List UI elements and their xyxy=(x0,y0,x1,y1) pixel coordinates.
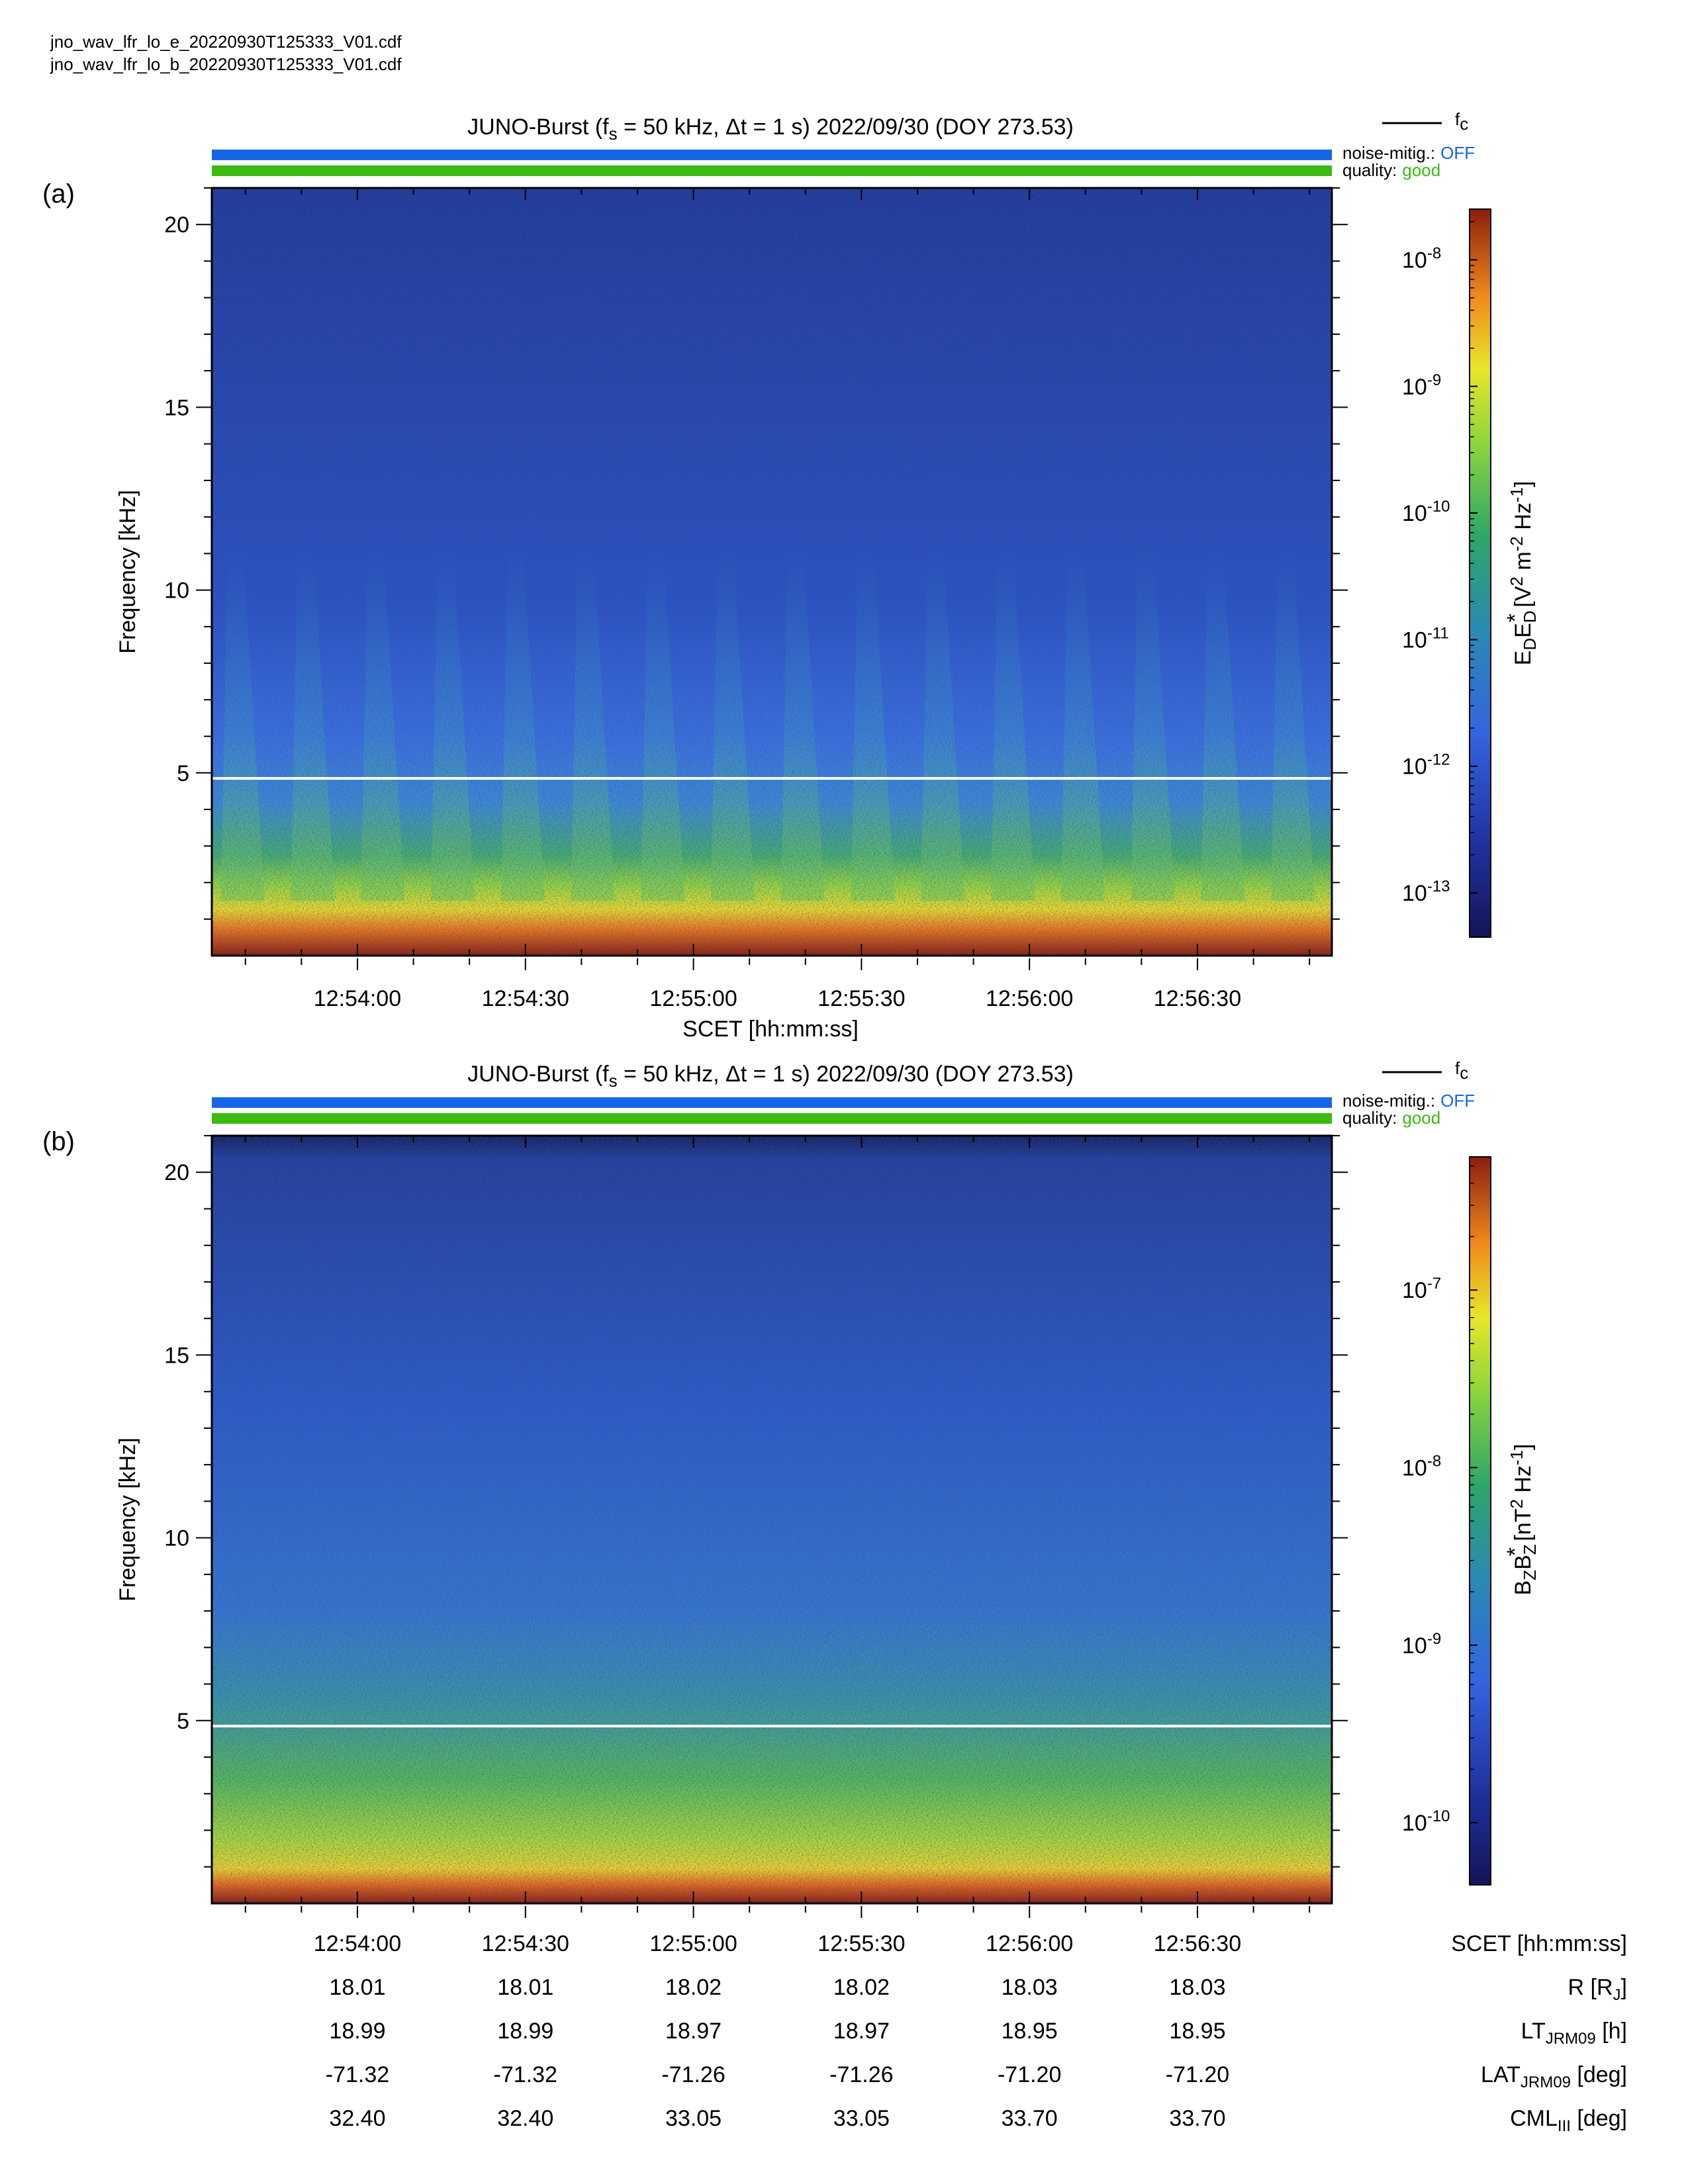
ephemeris-value: 32.40 xyxy=(329,2106,385,2131)
ephemeris-value: 18.97 xyxy=(665,2019,722,2044)
y-tick-label: 15 xyxy=(164,1343,189,1368)
quality-bar-b xyxy=(212,1113,1332,1124)
ephemeris-row-label: R [RJ] xyxy=(1568,1975,1627,2004)
x-tick-label: 12:55:00 xyxy=(649,986,737,1011)
ephemeris-value: -71.32 xyxy=(494,2062,557,2087)
colorbar-b: 10-7 10-8 10-9 10-10 BZBZ* [nT2 Hz-1] xyxy=(1402,1156,1540,1886)
colorbar-tick-label: 10-7 xyxy=(1402,1275,1441,1303)
ephemeris-value: 18.97 xyxy=(833,2019,890,2044)
fc-legend-label-a: fc xyxy=(1455,109,1468,134)
y-tick-label: 5 xyxy=(177,1709,189,1734)
panel-b-title: JUNO-Burst (fs = 50 kHz, Δt = 1 s) 2022/… xyxy=(467,1062,1074,1091)
colorbar-tick-label: 10-10 xyxy=(1402,1807,1450,1836)
ephemeris-value: 12:55:30 xyxy=(818,1931,905,1956)
colorbar-tick-label: 10-13 xyxy=(1402,878,1450,906)
noise-mitig-label-a: noise-mitig.: OFF xyxy=(1342,143,1475,163)
ephemeris-value: 33.05 xyxy=(665,2106,722,2131)
ephemeris-value: 12:54:00 xyxy=(314,1931,401,1956)
noise-mitig-bar-a xyxy=(212,150,1332,160)
panel-label-b: (b) xyxy=(42,1127,75,1156)
y-axis-label-b: Frequency [kHz] xyxy=(115,1437,140,1602)
x-tick-label: 12:56:30 xyxy=(1154,986,1241,1011)
ephemeris-value: 33.05 xyxy=(833,2106,890,2131)
colorbar-tick-label: 10-11 xyxy=(1402,624,1449,653)
colorbar-tick-label: 10-9 xyxy=(1402,371,1441,400)
noise-mitig-label-b: noise-mitig.: OFF xyxy=(1342,1091,1475,1111)
ephemeris-value: 18.02 xyxy=(833,1975,890,2000)
panel-b: (b) JUNO-Burst (fs = 50 kHz, Δt = 1 s) 2… xyxy=(42,1058,1540,1918)
colorbar-tick-label: 10-9 xyxy=(1402,1630,1441,1659)
colorbar-label-a: EDED* [V2 m-2 Hz-1] xyxy=(1503,481,1540,666)
y-tick-label: 20 xyxy=(164,1160,189,1185)
ephemeris-value: 32.40 xyxy=(497,2106,553,2131)
ephemeris-row-label: LTJRM09 [h] xyxy=(1521,2019,1627,2048)
ephemeris-table: 12:54:00 12:54:30 12:55:00 12:55:30 12:56:00… xyxy=(314,1931,1627,2135)
colorbar-tick-label: 10-8 xyxy=(1402,245,1441,273)
y-tick-label: 20 xyxy=(164,212,189,238)
y-tick-label: 15 xyxy=(164,395,189,420)
ephemeris-value: 33.70 xyxy=(1002,2106,1058,2131)
file-name-e: jno_wav_lfr_lo_e_20220930T125333_V01.cdf xyxy=(50,32,402,52)
fc-legend-a: fc xyxy=(1382,109,1468,134)
ephemeris-value: 18.01 xyxy=(497,1975,553,2000)
colorbar-label-b: BZBZ* [nT2 Hz-1] xyxy=(1503,1443,1540,1595)
spectrogram-b xyxy=(211,1134,1333,1905)
ephemeris-value: 18.03 xyxy=(1169,1975,1225,2000)
ephemeris-value: -71.32 xyxy=(326,2062,389,2087)
x-tick-label: 12:56:00 xyxy=(986,986,1073,1011)
ephemeris-value: 18.02 xyxy=(665,1975,722,2000)
ephemeris-value: 18.95 xyxy=(1169,2019,1225,2044)
ephemeris-value: 18.99 xyxy=(497,2019,553,2044)
colorbar-a: 10-8 10-9 10-10 10-11 10-12 10-13 EDED* [V2 m… xyxy=(1402,208,1540,938)
y-tick-label: 5 xyxy=(177,761,189,786)
panel-label-a: (a) xyxy=(42,179,75,208)
ephemeris-value: 18.01 xyxy=(329,1975,385,2000)
y-tick-label: 10 xyxy=(164,1526,189,1551)
fc-legend-label-b: fc xyxy=(1455,1058,1468,1083)
ephemeris-row-label: SCET [hh:mm:ss] xyxy=(1451,1931,1627,1956)
ephemeris-value: -71.20 xyxy=(1166,2062,1229,2087)
x-axis-label-a: SCET [hh:mm:ss] xyxy=(682,1017,859,1042)
quality-label-b: quality: good xyxy=(1342,1108,1440,1128)
quality-label-a: quality: good xyxy=(1342,160,1440,180)
spectrogram-a xyxy=(211,187,1333,957)
ephemeris-value: 18.95 xyxy=(1002,2019,1058,2044)
ephemeris-value: 12:54:30 xyxy=(482,1931,569,1956)
panel-a: (a) JUNO-Burst (fs = 50 kHz, Δt = 1 s) 2… xyxy=(42,109,1540,1042)
ephemeris-value: 12:56:30 xyxy=(1154,1931,1241,1956)
ephemeris-value: -71.26 xyxy=(661,2062,725,2087)
colorbar-tick-label: 10-12 xyxy=(1402,751,1450,780)
panel-a-title: JUNO-Burst (fs = 50 kHz, Δt = 1 s) 2022/… xyxy=(467,114,1074,144)
colorbar-tick-label: 10-10 xyxy=(1402,498,1450,526)
plot-frame-b xyxy=(211,1134,1333,1905)
plot-frame-a xyxy=(211,187,1333,957)
colorbar-tick-label: 10-8 xyxy=(1402,1453,1441,1481)
x-tick-label: 12:54:00 xyxy=(314,986,401,1011)
ephemeris-value: 12:56:00 xyxy=(986,1931,1073,1956)
quality-bar-a xyxy=(212,165,1332,176)
ephemeris-value: -71.26 xyxy=(829,2062,893,2087)
noise-mitig-bar-b xyxy=(212,1097,1332,1108)
ephemeris-value: 33.70 xyxy=(1169,2106,1225,2131)
ephemeris-value: 18.03 xyxy=(1002,1975,1058,2000)
ephemeris-value: 18.99 xyxy=(329,2019,385,2044)
ephemeris-value: -71.20 xyxy=(998,2062,1061,2087)
ephemeris-value: 12:55:00 xyxy=(649,1931,737,1956)
x-tick-label: 12:55:30 xyxy=(818,986,905,1011)
file-name-b: jno_wav_lfr_lo_b_20220930T125333_V01.cdf xyxy=(50,54,402,74)
fc-legend-b: fc xyxy=(1382,1058,1468,1083)
ephemeris-row-label: LATJRM09 [deg] xyxy=(1481,2062,1627,2091)
y-tick-label: 10 xyxy=(164,578,189,604)
ephemeris-row-label: CMLIII [deg] xyxy=(1510,2106,1627,2135)
y-axis-label-a: Frequency [kHz] xyxy=(115,490,140,654)
x-tick-label: 12:54:30 xyxy=(482,986,569,1011)
